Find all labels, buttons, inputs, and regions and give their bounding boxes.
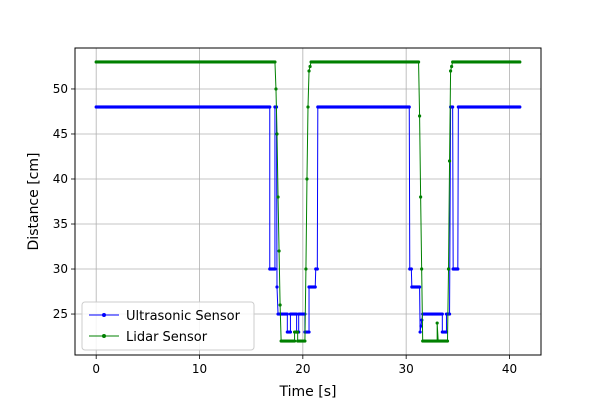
y-tick-label: 50 (53, 82, 68, 96)
data-point (417, 114, 422, 118)
data-point (307, 69, 311, 73)
data-point (276, 195, 280, 199)
y-tick-label: 40 (53, 172, 68, 186)
data-point (419, 195, 423, 199)
data-point (307, 330, 311, 334)
x-tick-label: 40 (502, 362, 517, 376)
data-point (446, 267, 451, 271)
data-point (420, 267, 424, 271)
plot-frame (74, 47, 542, 356)
x-tick-label: 10 (192, 362, 207, 376)
data-point (273, 60, 277, 64)
data-point (273, 267, 277, 271)
data-point (417, 285, 422, 289)
data-point (313, 285, 317, 289)
y-tick-label: 30 (53, 262, 68, 276)
x-tick-label: 30 (399, 362, 414, 376)
data-point (308, 64, 312, 69)
data-point (456, 267, 460, 271)
data-point (268, 105, 272, 109)
data-point (274, 87, 278, 91)
legend-label-lidar: Lidar Sensor (126, 330, 208, 345)
y-axis-label: Distance [cm] (26, 153, 42, 251)
data-point (296, 330, 300, 334)
data-point (448, 69, 453, 73)
data-point (407, 105, 411, 109)
x-tick-label: 0 (92, 362, 100, 376)
data-point (418, 330, 422, 334)
axis-ticks: 0 10 20 30 40 25 30 35 40 45 50 (53, 82, 517, 376)
legend: Ultrasonic Sensor Lidar Sensor (81, 301, 255, 351)
data-point (275, 285, 279, 289)
data-point (518, 60, 522, 64)
data-point (435, 321, 439, 325)
x-tick-label: 20 (295, 362, 310, 376)
data-point (285, 312, 289, 316)
data-point (450, 64, 454, 69)
data-point (288, 330, 293, 334)
data-point (420, 318, 424, 322)
data-point (292, 339, 297, 343)
data-point (304, 267, 308, 271)
data-point (445, 339, 450, 343)
data-point (447, 312, 452, 316)
data-point (278, 303, 282, 307)
data-point (518, 105, 522, 109)
series-layer (94, 60, 522, 343)
data-point (409, 267, 413, 271)
data-point (303, 339, 307, 343)
y-tick-label: 45 (53, 127, 68, 141)
y-tick-label: 35 (53, 217, 68, 231)
data-point (451, 105, 455, 109)
data-point (277, 249, 281, 253)
series-lidar (94, 60, 522, 343)
y-tick-label: 25 (53, 307, 68, 321)
legend-box (81, 301, 255, 351)
series-ultrasonic (94, 105, 522, 334)
legend-marker-lidar (102, 334, 106, 338)
x-axis-label: Time [s] (279, 384, 337, 400)
legend-label-ultrasonic: Ultrasonic Sensor (126, 309, 241, 324)
data-point (305, 177, 309, 181)
data-point (315, 267, 319, 271)
data-point (416, 60, 421, 64)
legend-marker-ultrasonic (102, 313, 106, 317)
data-point (275, 132, 279, 136)
data-point (447, 159, 452, 163)
data-point (419, 324, 423, 328)
data-point (440, 312, 444, 316)
data-point (306, 105, 310, 109)
